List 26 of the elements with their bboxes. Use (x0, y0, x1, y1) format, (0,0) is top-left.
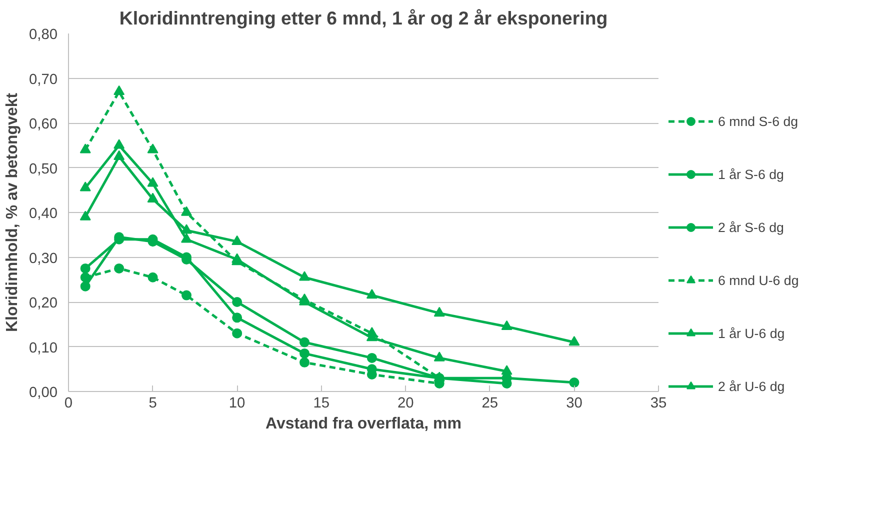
legend-label: 2 år S-6 dg (718, 220, 784, 234)
x-tick-label: 0 (64, 396, 73, 412)
legend-label: 6 mnd S-6 dg (718, 114, 798, 128)
x-tick-label: 5 (148, 396, 157, 412)
x-tick-label: 25 (482, 396, 498, 412)
x-tick-label: 10 (228, 396, 246, 412)
x-tick-label: 30 (566, 396, 582, 412)
y-tick-label: 0,70 (28, 72, 58, 88)
y-tick-label: 0,40 (28, 206, 58, 222)
legend-label: 1 år S-6 dg (718, 166, 784, 182)
y-axis-title: Kloridinnhold, % av betongvekt (4, 92, 21, 332)
legend-label: 1 år U-6 dg (718, 326, 785, 340)
y-tick-label: 0,60 (28, 116, 58, 132)
legend-label: 2 år U-6 dg (718, 378, 785, 394)
x-axis-title: Avstand fra overflata, mm (266, 416, 462, 432)
y-tick-label: 0,20 (28, 296, 58, 312)
y-tick-label: 0,50 (28, 161, 58, 178)
y-tick-label: 0,30 (28, 250, 58, 267)
chart-title: Kloridinntrenging etter 6 mnd, 1 år og 2 år eksponering (119, 8, 608, 28)
y-tick-label: 0,00 (28, 385, 58, 401)
x-tick-label: 15 (313, 396, 330, 412)
x-tick-label: 35 (650, 396, 667, 412)
y-tick-label: 0,80 (28, 27, 58, 43)
x-tick-label: 20 (397, 396, 414, 412)
legend-label: 6 mnd U-6 dg (718, 272, 799, 288)
y-tick-label: 0,10 (28, 340, 58, 356)
